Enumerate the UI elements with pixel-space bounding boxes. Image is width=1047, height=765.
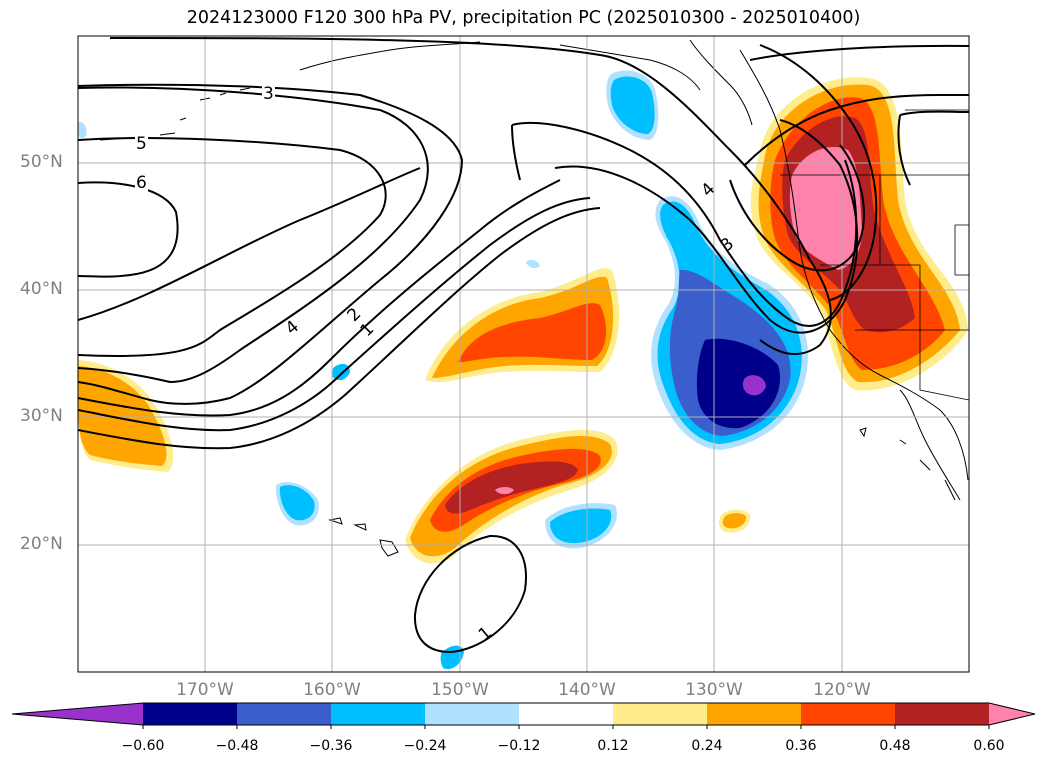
lat-label: 40°N: [20, 279, 63, 299]
colorbar-tick-label: −0.48: [215, 738, 259, 754]
colorbar-tick-label: −0.24: [403, 738, 447, 754]
map-frame: [77, 35, 970, 673]
colorbar-bin: [613, 703, 708, 725]
pv-contour-2: [78, 167, 421, 321]
pv-contour-1-closed: [413, 534, 527, 654]
colorbar-bin: [801, 703, 896, 725]
lon-label: 150°W: [431, 680, 489, 700]
colorbar: [11, 702, 1036, 729]
pv-contours: [78, 37, 969, 654]
colorbar-bin: [519, 703, 614, 725]
precip-negative-region: [332, 363, 350, 381]
lon-label: 120°W: [813, 680, 871, 700]
lon-label: 160°W: [303, 680, 361, 700]
contour-label: 6: [135, 173, 148, 193]
contour-label: 3: [262, 84, 275, 104]
lon-label: 170°W: [176, 680, 234, 700]
pv-contour-4a: [78, 86, 429, 384]
colorbar-tick-label: −0.60: [121, 738, 165, 754]
lon-label: 140°W: [558, 680, 616, 700]
colorbar-tick-label: 0.12: [597, 738, 629, 754]
colorbar-bin: [425, 703, 520, 725]
map-title: 2024123000 F120 300 hPa PV, precipitatio…: [186, 8, 861, 28]
precip-shading: [78, 70, 968, 670]
colorbar-bin: [895, 703, 990, 725]
colorbar-tick-label: −0.36: [309, 738, 353, 754]
gridlines: [78, 36, 969, 672]
colorbar-tick-label: 0.24: [691, 738, 723, 754]
colorbar-extend-max: [989, 703, 1035, 725]
pv-contour-5: [78, 137, 387, 357]
colorbar-tick-label: −0.12: [497, 738, 541, 754]
pv-contour-4b: [109, 37, 832, 356]
pv-contour-6: [78, 181, 179, 278]
pv-contour-3: [78, 83, 464, 405]
colorbar-bin: [707, 703, 802, 725]
colorbar-tick-label: 0.36: [785, 738, 817, 754]
pv-contour-3b: [511, 122, 858, 327]
colorbar-bin: [331, 703, 426, 725]
lat-label: 20°N: [20, 534, 63, 554]
colorbar-bin: [143, 703, 238, 725]
lat-label: 30°N: [20, 406, 63, 426]
colorbar-tick-label: 0.48: [879, 738, 911, 754]
contour-label: 5: [135, 134, 148, 154]
political-borders: [780, 109, 969, 401]
pv-contour-1: [78, 207, 601, 450]
lon-label: 130°W: [685, 680, 743, 700]
lat-label: 50°N: [20, 152, 63, 172]
coastlines: [99, 39, 969, 557]
precip-negative-region: [78, 121, 87, 139]
colorbar-tick-label: 0.60: [973, 738, 1005, 754]
colorbar-extend-min: [12, 703, 143, 725]
colorbar-bin: [237, 703, 332, 725]
